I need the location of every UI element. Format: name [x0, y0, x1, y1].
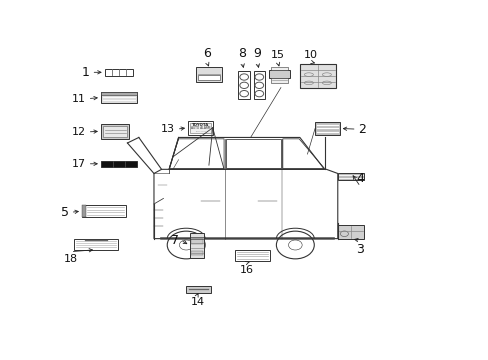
Text: 6: 6 — [203, 47, 210, 60]
Text: 5: 5 — [61, 206, 68, 219]
Text: ________: ________ — [195, 129, 205, 132]
Text: 10: 10 — [304, 50, 318, 60]
Text: 14: 14 — [190, 297, 204, 307]
Text: 3: 3 — [356, 243, 364, 256]
FancyBboxPatch shape — [104, 69, 133, 76]
FancyBboxPatch shape — [191, 251, 203, 255]
Text: 15: 15 — [270, 50, 285, 60]
FancyBboxPatch shape — [102, 126, 127, 136]
FancyBboxPatch shape — [314, 122, 339, 135]
Text: 13: 13 — [161, 124, 175, 134]
FancyBboxPatch shape — [101, 123, 129, 139]
FancyBboxPatch shape — [337, 225, 364, 239]
Text: 11: 11 — [72, 94, 85, 104]
FancyBboxPatch shape — [268, 70, 289, 77]
FancyBboxPatch shape — [101, 92, 137, 95]
FancyBboxPatch shape — [270, 78, 287, 84]
Text: 4: 4 — [356, 172, 364, 185]
FancyBboxPatch shape — [238, 71, 249, 99]
Text: 12: 12 — [71, 127, 85, 137]
FancyBboxPatch shape — [270, 67, 287, 71]
Text: 1: 1 — [81, 66, 89, 79]
FancyBboxPatch shape — [82, 205, 125, 217]
Text: TOYOTA: TOYOTA — [191, 123, 208, 127]
FancyBboxPatch shape — [253, 71, 264, 99]
FancyBboxPatch shape — [74, 239, 118, 250]
Text: AUTO ALARM: AUTO ALARM — [190, 126, 210, 130]
Text: 16: 16 — [239, 265, 253, 275]
Text: 18: 18 — [63, 254, 78, 264]
FancyBboxPatch shape — [188, 121, 212, 135]
FancyBboxPatch shape — [82, 205, 86, 217]
FancyBboxPatch shape — [186, 286, 210, 293]
FancyBboxPatch shape — [195, 67, 222, 82]
FancyBboxPatch shape — [299, 64, 335, 87]
FancyBboxPatch shape — [189, 233, 204, 258]
Text: 2: 2 — [358, 123, 366, 136]
Text: 17: 17 — [71, 159, 85, 169]
FancyBboxPatch shape — [191, 239, 203, 244]
FancyBboxPatch shape — [101, 92, 137, 103]
FancyBboxPatch shape — [235, 250, 269, 261]
FancyBboxPatch shape — [101, 161, 137, 167]
FancyBboxPatch shape — [189, 123, 211, 132]
FancyBboxPatch shape — [337, 173, 364, 180]
Text: 9: 9 — [253, 47, 261, 60]
Text: 7: 7 — [170, 234, 178, 247]
Text: 8: 8 — [238, 47, 246, 60]
FancyBboxPatch shape — [198, 76, 219, 80]
